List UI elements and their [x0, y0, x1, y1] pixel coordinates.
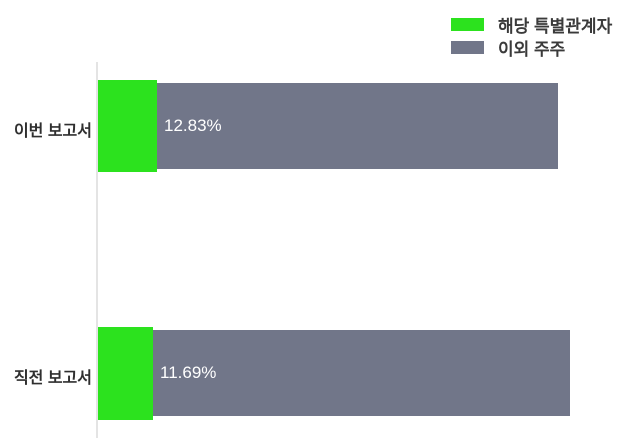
value-label-previous-report: 11.69%: [160, 363, 217, 382]
legend-item-special-related[interactable]: 해당 특별관계자: [451, 14, 613, 36]
legend: 해당 특별관계자 이외 주주: [451, 14, 613, 59]
y-axis-line: [96, 62, 98, 438]
legend-label: 해당 특별관계자: [498, 16, 613, 36]
bar-current-report-others-segment: 12.83%: [157, 83, 558, 169]
bar-current-report-special-segment: [98, 80, 157, 172]
legend-label: 이외 주주: [498, 39, 566, 59]
legend-swatch-gray: [451, 40, 484, 54]
legend-item-other-shareholders[interactable]: 이외 주주: [451, 37, 612, 59]
legend-swatch-green: [451, 17, 484, 31]
category-label-current-report: 이번 보고서: [13, 123, 92, 140]
bar-previous-report-special-segment: [98, 327, 153, 420]
value-label-current-report: 12.83%: [164, 116, 222, 135]
bar-previous-report-others-segment: 11.69%: [153, 330, 570, 416]
category-label-previous-report: 직전 보고서: [13, 370, 92, 387]
